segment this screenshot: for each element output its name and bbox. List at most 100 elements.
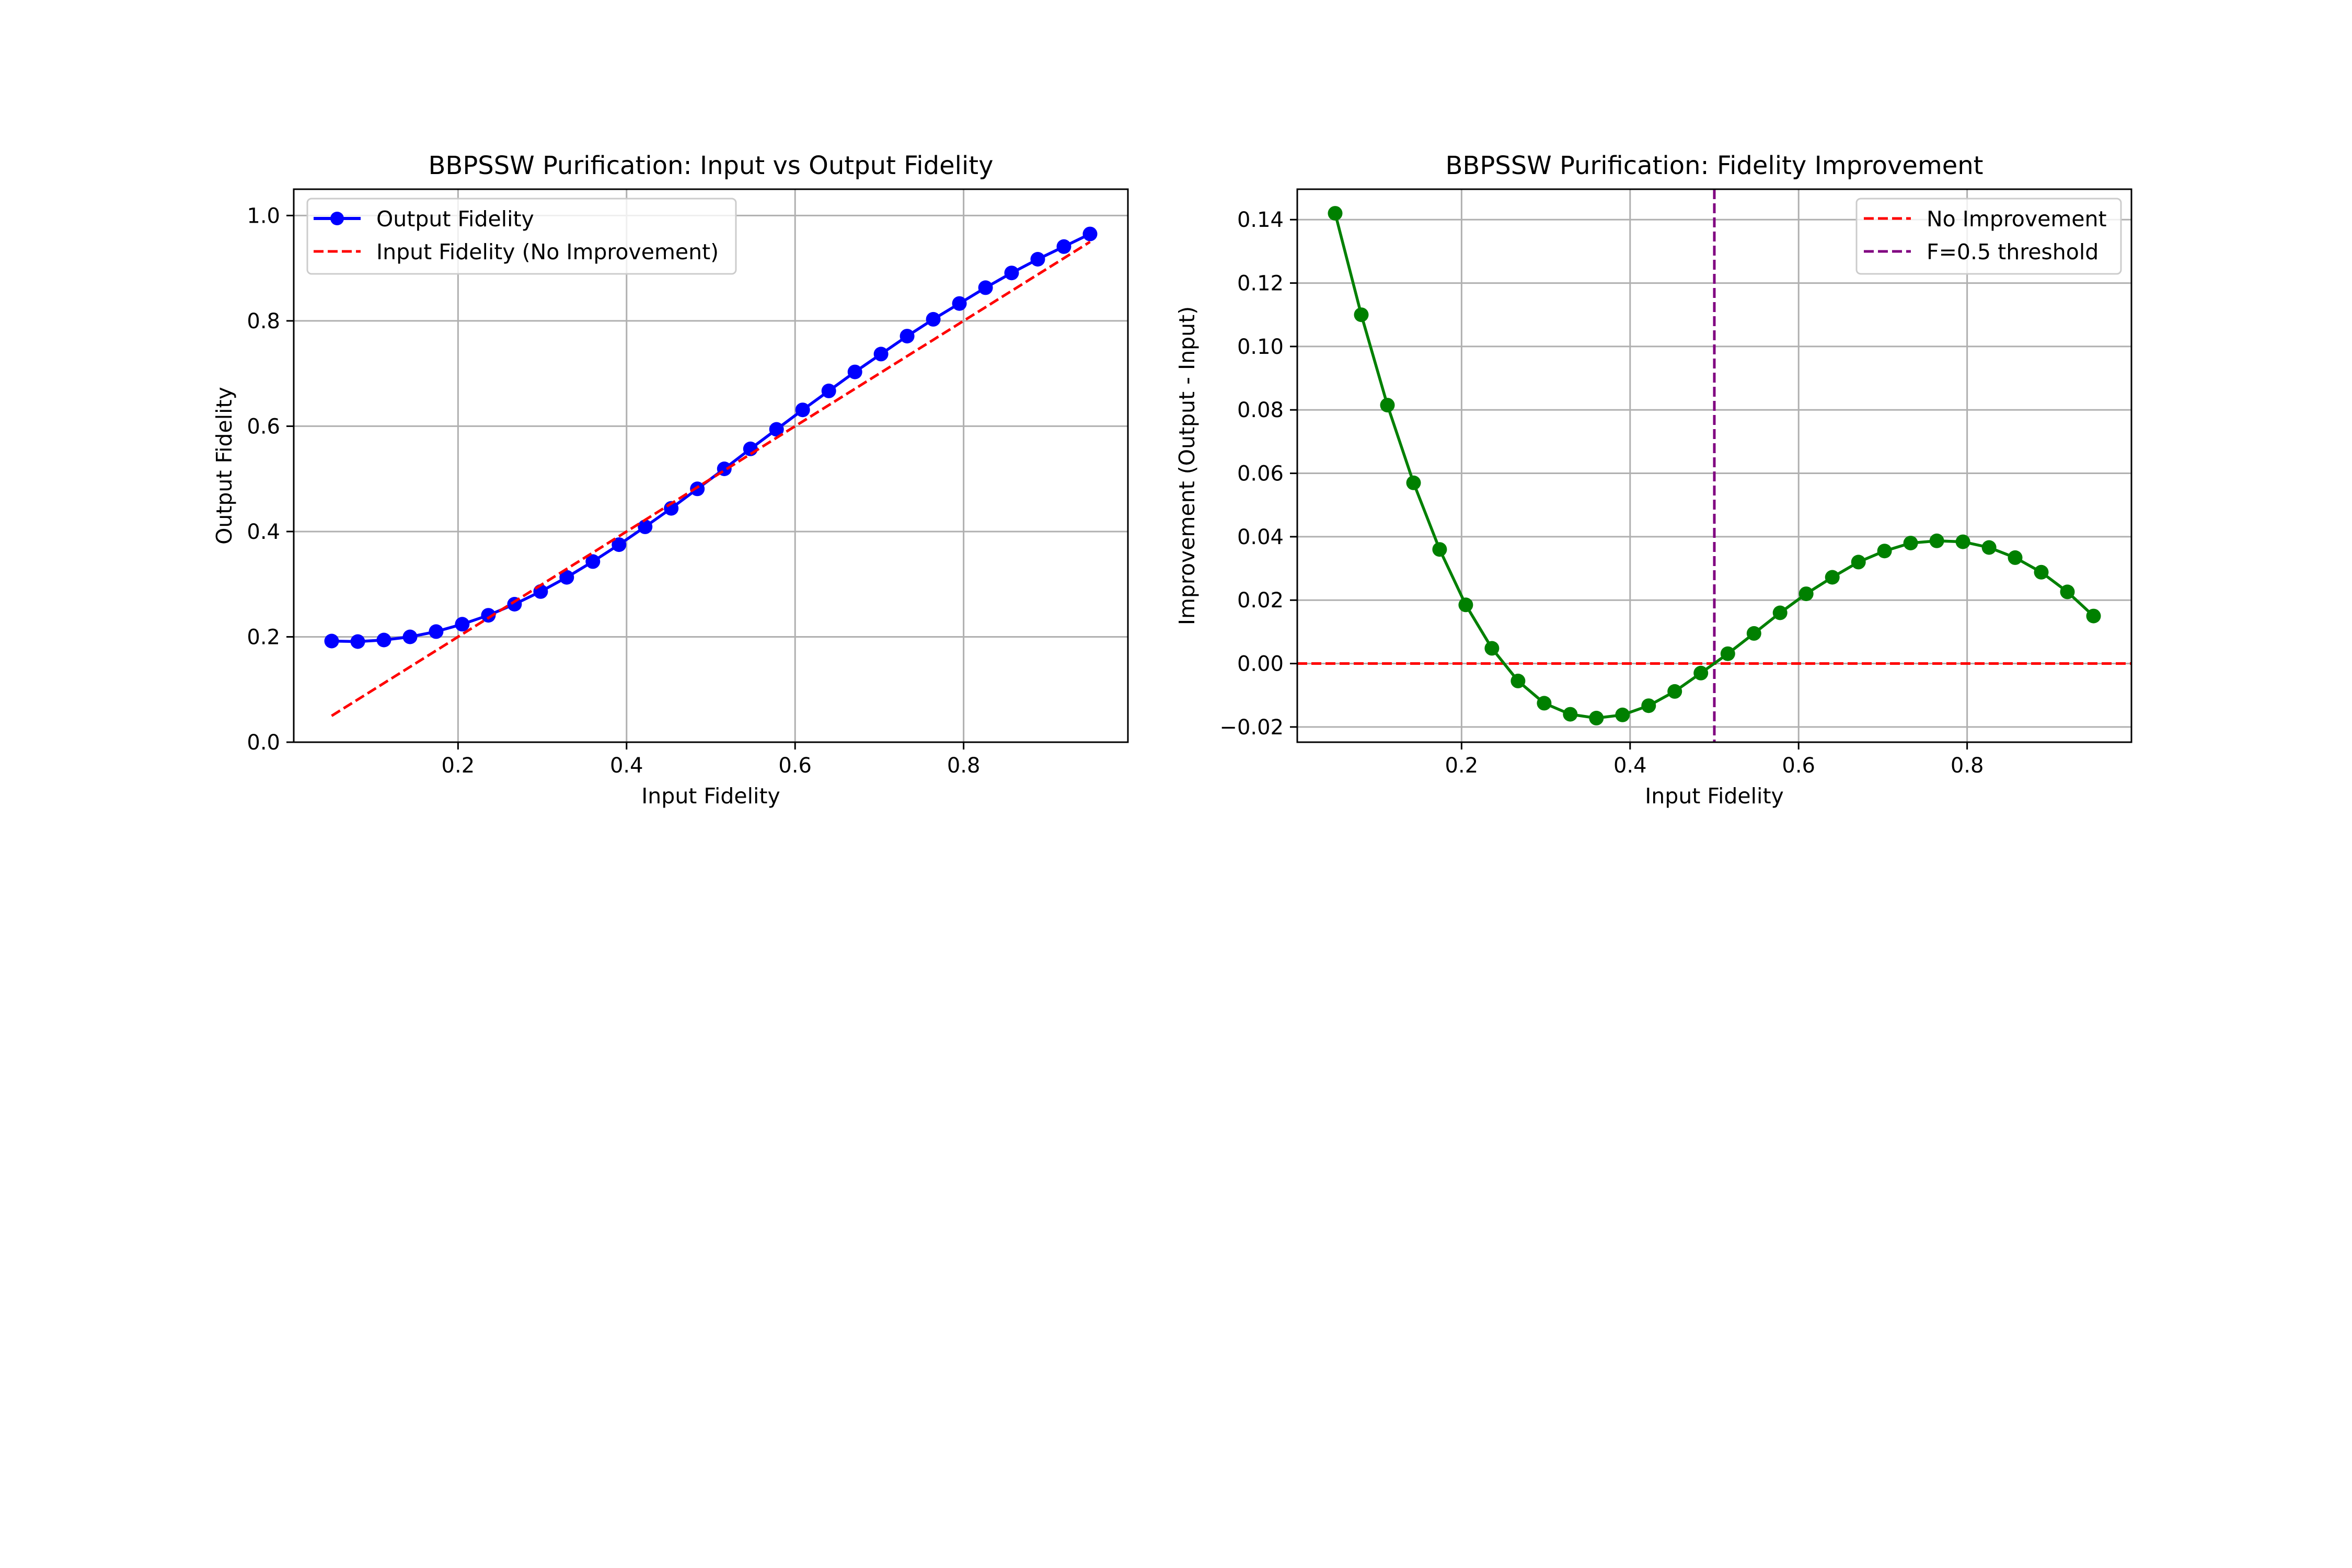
plot-area (324, 226, 1098, 717)
x-tick-label: 0.8 (1951, 754, 1984, 778)
data-point (1693, 665, 1709, 681)
data-point (978, 280, 993, 295)
data-point (1903, 536, 1918, 550)
y-tick-label: 0.06 (1237, 462, 1284, 486)
data-point (1328, 206, 1343, 221)
data-point (1981, 540, 1997, 555)
data-point (1056, 239, 1071, 254)
data-point (559, 570, 574, 585)
legend-box (306, 198, 737, 275)
y-tick-label: −0.02 (1219, 716, 1284, 740)
axis-ticks: 0.2 0.4 0.6 0.8 0.0 0.2 0.4 0.6 0.8 1.0 (247, 204, 980, 778)
data-point (821, 383, 836, 398)
data-point (1877, 544, 1892, 559)
y-tick-label: 0.12 (1237, 272, 1284, 296)
data-point (350, 634, 365, 649)
data-point (1798, 586, 1814, 602)
data-point (455, 617, 470, 632)
legend-label-no-improvement: No Improvement (1927, 206, 2107, 232)
data-point (585, 554, 601, 569)
data-point (1955, 534, 1970, 549)
axes-frame (293, 188, 1129, 743)
y-axis-label: Output Fidelity (212, 387, 237, 545)
data-point (1641, 698, 1656, 713)
x-tick-label: 0.4 (1613, 754, 1647, 778)
y-tick-label: 0.04 (1237, 525, 1284, 549)
y-axis-label: Improvement (Output - Input) (1174, 306, 1200, 625)
y-tick-label: 0.14 (1237, 208, 1284, 232)
data-point (795, 402, 810, 418)
data-point (1825, 570, 1840, 585)
y-tick-label: 0.8 (247, 309, 280, 333)
data-point (1406, 475, 1421, 490)
data-point (1589, 710, 1604, 725)
chart-title: BBPSSW Purification: Fidelity Improvemen… (1446, 151, 1984, 180)
data-point (1615, 707, 1630, 722)
chart-title: BBPSSW Purification: Input vs Output Fid… (428, 151, 993, 180)
data-point (324, 633, 339, 649)
data-point (1484, 641, 1500, 656)
data-point (2034, 564, 2049, 580)
y-tick-label: 0.0 (247, 731, 280, 755)
data-point (1746, 626, 1761, 641)
series-line (331, 240, 1091, 717)
legend-label-input-fidelity: Input Fidelity (No Improvement) (376, 239, 719, 264)
x-tick-label: 0.2 (1445, 754, 1479, 778)
data-point (690, 481, 705, 497)
x-tick-label: 0.4 (610, 754, 643, 778)
data-point (1380, 398, 1395, 413)
data-point (1082, 226, 1098, 241)
data-point (2060, 584, 2075, 599)
x-tick-label: 0.8 (947, 754, 981, 778)
x-tick-label: 0.6 (1782, 754, 1815, 778)
data-point (429, 624, 444, 639)
data-point (1667, 684, 1682, 699)
data-point (1458, 597, 1473, 613)
data-point (952, 296, 967, 311)
data-point (873, 347, 889, 362)
legend-label-output-fidelity: Output Fidelity (376, 206, 534, 232)
data-point (1432, 542, 1447, 557)
data-point (1772, 605, 1788, 620)
data-point (2086, 608, 2101, 624)
legend-box (1855, 198, 2122, 275)
y-tick-label: 1.0 (247, 204, 280, 228)
data-point (926, 312, 941, 327)
x-tick-label: 0.6 (778, 754, 812, 778)
data-point (1511, 673, 1526, 688)
y-tick-label: 0.2 (247, 625, 280, 649)
x-axis-label: Input Fidelity (1645, 783, 1784, 809)
y-tick-label: 0.02 (1237, 589, 1284, 613)
data-point (481, 608, 496, 623)
data-point (1929, 533, 1944, 548)
x-axis-label: Input Fidelity (641, 783, 780, 809)
data-point (1720, 646, 1735, 661)
legend-label-threshold: F=0.5 threshold (1927, 239, 2099, 264)
data-point (1030, 252, 1045, 267)
data-point (612, 537, 627, 552)
data-point (1537, 696, 1552, 711)
data-point (638, 519, 653, 534)
data-point (1563, 707, 1578, 722)
y-tick-label: 0.10 (1237, 335, 1284, 359)
chart-input-vs-output: BBPSSW Purification: Input vs Output Fid… (212, 151, 1129, 809)
axes-frame (1296, 188, 2132, 743)
x-tick-label: 0.2 (442, 754, 475, 778)
legend: No Improvement F=0.5 threshold (1855, 198, 2122, 275)
y-tick-label: 0.08 (1237, 398, 1284, 422)
data-point (847, 364, 862, 379)
plot-area (1297, 189, 2131, 742)
legend-marker-output-fidelity (330, 212, 344, 225)
y-tick-label: 0.6 (247, 414, 280, 439)
data-point (1851, 555, 1866, 570)
data-point (769, 422, 784, 437)
axis-ticks: 0.2 0.4 0.6 0.8 −0.02 0.00 0.02 0.04 0.06 0.08 0.1… (1219, 208, 1984, 778)
chart-fidelity-improvement: BBPSSW Purification: Fidelity Improvemen… (1174, 151, 2132, 809)
data-point (1004, 266, 1019, 281)
data-point (2008, 550, 2023, 565)
data-point (376, 632, 391, 648)
y-tick-label: 0.4 (247, 520, 280, 544)
data-point (1354, 307, 1369, 322)
data-point (402, 629, 418, 644)
